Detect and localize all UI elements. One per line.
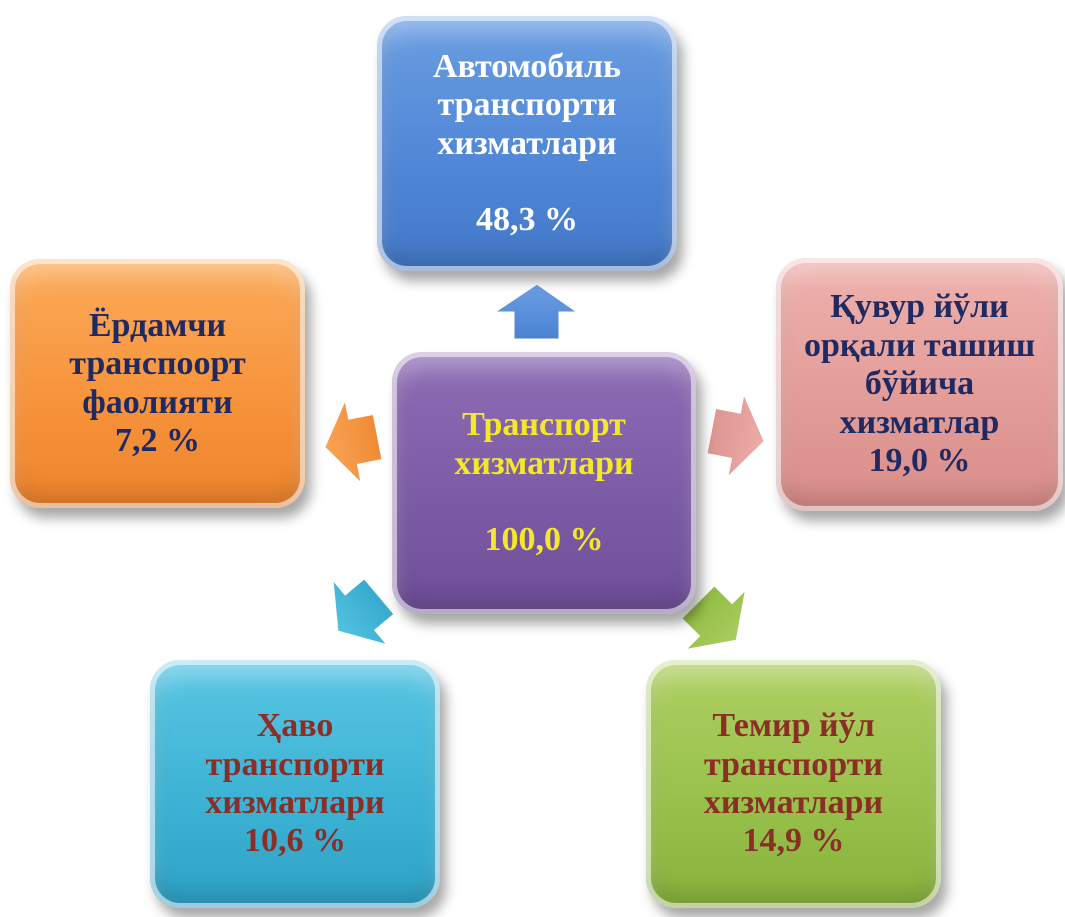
node-air-transport: Ҳаво транспорти хизматлари 10,6 % — [150, 660, 440, 908]
node-label: Ҳаво транспорти хизматлари — [205, 707, 385, 821]
arrow-to-air — [329, 572, 398, 650]
node-value: 48,3 % — [476, 200, 578, 238]
arrow-to-auxiliary — [321, 392, 385, 491]
node-label: Ёрдамчи транспоорт фаолияти — [69, 306, 246, 421]
node-value: 10,6 % — [244, 822, 346, 860]
node-label: Темир йўл транспорти хизматлари — [703, 707, 884, 821]
node-value: 100,0 % — [484, 521, 604, 559]
node-rail-transport: Темир йўл транспорти хизматлари 14,9 % — [646, 660, 941, 908]
node-label: Транспорт хизматлари — [454, 406, 634, 482]
node-auxiliary-transport: Ёрдамчи транспоорт фаолияти 7,2 % — [10, 259, 305, 508]
arrow-to-rail — [678, 582, 750, 654]
node-label: Автомобиль транспорти хизматлари — [432, 47, 622, 162]
node-value: 7,2 % — [115, 421, 200, 459]
arrow-to-pipeline — [704, 386, 768, 485]
node-transport-services: Транспорт хизматлари 100,0 % — [392, 352, 696, 614]
node-value: 19,0 % — [868, 442, 971, 480]
arrow-to-automobile — [487, 281, 585, 342]
node-value: 14,9 % — [742, 822, 845, 860]
node-pipeline-services: Қувур йўли орқали ташиш бўйича хизматлар… — [776, 258, 1063, 511]
node-label: Қувур йўли орқали ташиш бўйича хизматлар — [803, 288, 1036, 441]
node-automobile-services: Автомобиль транспорти хизматлари 48,3 % — [377, 16, 677, 271]
